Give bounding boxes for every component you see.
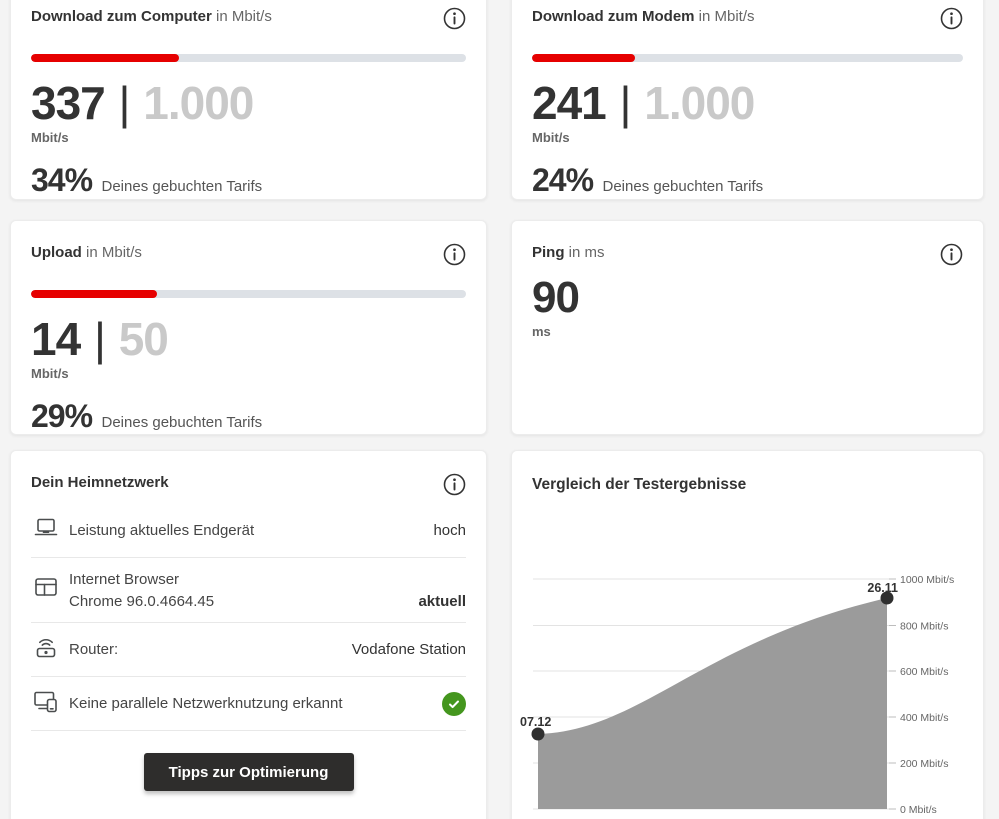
card-title: Ping in ms xyxy=(532,243,605,263)
progress-fill xyxy=(31,54,179,62)
network-row-router: Router: Vodafone Station xyxy=(31,623,466,677)
card-title: Dein Heimnetzwerk xyxy=(31,473,169,493)
network-row-value: Vodafone Station xyxy=(351,641,466,658)
value-unit: Mbit/s xyxy=(31,366,69,381)
network-row-value: hoch xyxy=(433,522,466,539)
network-row-value: aktuell xyxy=(418,593,466,610)
laptop-icon xyxy=(31,513,69,548)
card-title-main: Dein Heimnetzwerk xyxy=(31,474,169,491)
network-row-device: Leistung aktuelles Endgerät hoch xyxy=(31,504,466,558)
value-unit: ms xyxy=(532,324,551,339)
progress-fill xyxy=(31,290,158,298)
speed-value-line: 241 | 1.000 xyxy=(532,80,963,126)
speed-value-line: 14 | 50 xyxy=(31,316,466,362)
ytick-800: 800 Mbit/s xyxy=(900,621,948,633)
speed-value-line: 337 | 1.000 xyxy=(31,80,466,126)
card-home-network: Dein Heimnetzwerk Leistung aktuelles End… xyxy=(10,450,487,819)
card-download-modem: Download zum Modem in Mbit/s 241 | 1.000… xyxy=(511,0,984,200)
info-icon[interactable] xyxy=(940,7,963,30)
tariff-max-value: 1.000 xyxy=(143,77,254,129)
card-title-unit: in Mbit/s xyxy=(86,244,142,261)
info-icon[interactable] xyxy=(443,243,466,266)
ytick-0: 0 Mbit/s xyxy=(900,804,937,816)
network-row-parallel-usage: Keine parallele Netzwerknutzung erkannt xyxy=(31,677,466,731)
percent-label: Deines gebuchten Tarifs xyxy=(101,414,263,431)
ytick-1000: 1000 Mbit/s xyxy=(900,574,954,586)
value-unit: Mbit/s xyxy=(31,130,69,145)
info-icon[interactable] xyxy=(940,243,963,266)
browser-version: Chrome 96.0.4664.45 xyxy=(69,593,215,610)
network-row-browser: Internet Browser Chrome 96.0.4664.45 akt… xyxy=(31,558,466,623)
chart-area-fill xyxy=(538,598,887,809)
measured-value: 337 xyxy=(31,77,106,129)
card-upload: Upload in Mbit/s 14 | 50 Mbit/s 29% Dein… xyxy=(10,220,487,435)
percent-line: 34% Deines gebuchten Tarifs xyxy=(31,162,466,199)
card-title-main: Download zum Modem xyxy=(532,8,695,25)
info-icon[interactable] xyxy=(443,7,466,30)
progress-fill xyxy=(532,54,636,62)
router-icon xyxy=(31,632,69,667)
value-separator: | xyxy=(619,77,632,129)
measured-value: 241 xyxy=(532,77,607,129)
value-unit: Mbit/s xyxy=(532,130,570,145)
info-icon[interactable] xyxy=(443,473,466,496)
card-title-unit: in ms xyxy=(568,244,605,261)
network-row-label: Keine parallele Netzwerknutzung erkannt xyxy=(69,694,343,712)
card-ping: Ping in ms 90 ms xyxy=(511,220,984,435)
point-label-right: 26.11 xyxy=(867,581,898,595)
data-point-right xyxy=(880,591,894,605)
check-icon xyxy=(442,691,466,716)
data-point-left xyxy=(531,727,545,741)
percent-value: 29% xyxy=(31,398,93,434)
card-title-main: Upload xyxy=(31,244,82,261)
percent-line: 24% Deines gebuchten Tarifs xyxy=(532,162,963,199)
chart-title: Vergleich der Testergebnisse xyxy=(532,476,747,493)
card-title-main: Ping xyxy=(532,244,565,261)
card-download-computer: Download zum Computer in Mbit/s 337 | 1.… xyxy=(10,0,487,200)
network-row-label: Router: xyxy=(69,640,119,658)
value-separator: | xyxy=(93,313,106,365)
ping-value: 90 xyxy=(532,273,580,322)
card-test-comparison: Vergleich der Testergebnisse 1000 Mbit/s… xyxy=(511,450,984,819)
browser-icon xyxy=(31,572,69,607)
devices-icon xyxy=(31,686,69,721)
progress-track xyxy=(31,290,466,298)
card-title-unit: in Mbit/s xyxy=(698,8,755,25)
percent-line: 29% Deines gebuchten Tarifs xyxy=(31,398,466,435)
card-title: Upload in Mbit/s xyxy=(31,243,142,263)
card-title: Download zum Modem in Mbit/s xyxy=(532,7,755,27)
percent-value: 34% xyxy=(31,162,93,198)
percent-value: 24% xyxy=(532,162,594,198)
ytick-400: 400 Mbit/s xyxy=(900,712,948,724)
network-row-label: Internet Browser Chrome 96.0.4664.45 xyxy=(69,569,418,613)
network-row-label: Leistung aktuelles Endgerät xyxy=(69,521,255,539)
optimization-tips-button[interactable]: Tipps zur Optimierung xyxy=(143,753,354,791)
card-title-main: Download zum Computer xyxy=(31,8,212,25)
progress-track xyxy=(532,54,963,62)
ytick-200: 200 Mbit/s xyxy=(900,758,948,770)
card-title-unit: in Mbit/s xyxy=(216,8,272,25)
percent-label: Deines gebuchten Tarifs xyxy=(101,178,263,195)
tariff-max-value: 1.000 xyxy=(644,77,755,129)
ytick-600: 600 Mbit/s xyxy=(900,666,948,678)
measured-value: 14 xyxy=(31,313,81,365)
browser-label: Internet Browser xyxy=(69,571,180,588)
tariff-max-value: 50 xyxy=(118,313,169,365)
point-label-left: 07.12 xyxy=(520,715,551,729)
progress-track xyxy=(31,54,466,62)
value-separator: | xyxy=(118,77,131,129)
percent-label: Deines gebuchten Tarifs xyxy=(602,178,764,195)
comparison-area-chart: 1000 Mbit/s 800 Mbit/s 600 Mbit/s 400 Mb… xyxy=(520,574,954,816)
card-title: Download zum Computer in Mbit/s xyxy=(31,7,272,27)
